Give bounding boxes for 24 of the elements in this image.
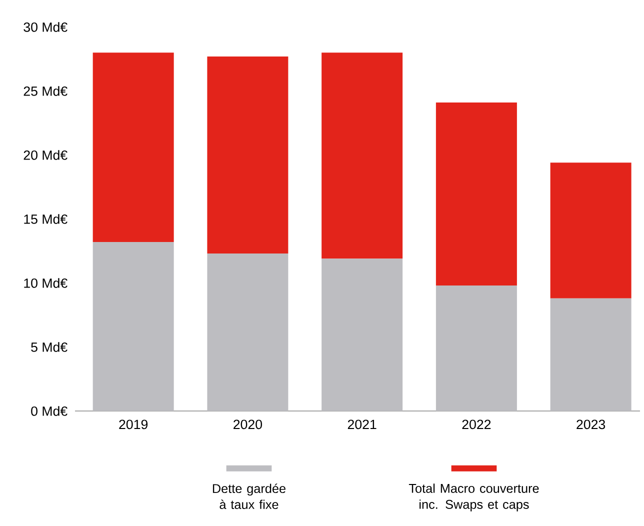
bar: [207, 56, 288, 254]
bar: [322, 258, 403, 411]
bar: [92, 52, 174, 242]
bar: [436, 102, 517, 286]
y-tick-label: 30 Md€: [24, 22, 68, 32]
x-tick-label: 2022: [462, 420, 491, 430]
x-tick-label: 2021: [348, 420, 376, 430]
bar: [550, 298, 632, 411]
y-tick-label: 5 Md€: [31, 342, 68, 352]
y-tick-label: 0 Md€: [31, 406, 68, 416]
y-tick-label: 25 Md€: [24, 86, 68, 96]
legend-label: Total Macro couverture inc. Swaps et caps: [408, 484, 539, 512]
bar: [322, 52, 403, 259]
bar: [550, 162, 632, 298]
x-tick-label: 2023: [576, 420, 606, 430]
bar: [436, 286, 517, 411]
bar: [92, 242, 174, 411]
legend-label: Dette gardée à taux fixe: [212, 484, 286, 510]
y-tick-label: 10 Md€: [24, 278, 68, 288]
y-tick-label: 15 Md€: [24, 214, 68, 224]
x-tick-label: 2019: [119, 420, 148, 430]
x-tick-label: 2020: [234, 420, 262, 430]
bar: [207, 254, 288, 411]
y-tick-label: 20 Md€: [24, 150, 68, 160]
